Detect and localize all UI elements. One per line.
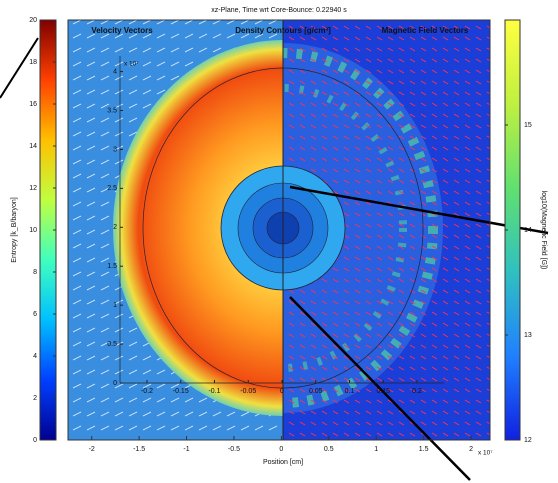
- chart-title: xz-Plane, Time wrt Core-Bounce: 0.22940 …: [211, 7, 347, 14]
- colorbar-tick-label: 20: [29, 17, 37, 24]
- inset-y-tick-label: 2: [113, 224, 117, 231]
- annotation: x 10⁷: [478, 450, 493, 457]
- inset-y-tick-label: 3.5: [107, 107, 117, 114]
- colorbar-tick-label: 18: [29, 59, 37, 66]
- colorbar-tick-label: 14: [524, 227, 532, 234]
- simulation-image: [0, 20, 548, 480]
- inset-x-tick-label: -0.2: [141, 388, 153, 395]
- x-tick-label: -0.5: [228, 446, 240, 453]
- inset-y-tick-label: 0: [113, 380, 117, 387]
- x-tick-label: 1: [374, 446, 378, 453]
- colorbar-tick-label: 6: [33, 311, 37, 318]
- figure: xz-Plane, Time wrt Core-Bounce: 0.22940 …: [0, 0, 558, 483]
- annotation: Density Contours [g/cm³]: [235, 26, 331, 35]
- x-axis-label: Position [cm]: [263, 459, 303, 466]
- colorbar-tick-label: 10: [29, 227, 37, 234]
- colorbar-tick-label: 4: [33, 353, 37, 360]
- colorbar-label: Entropy [k_B/baryon]: [11, 197, 18, 262]
- inset-y-tick-label: 0.5: [107, 341, 117, 348]
- inset-x-tick-label: -0.1: [208, 388, 220, 395]
- x-tick-label: -1.5: [133, 446, 145, 453]
- colorbar-tick-label: 12: [524, 437, 532, 444]
- inset-x-tick-label: 0: [280, 388, 284, 395]
- inset-x-tick-label: 0.1: [345, 388, 355, 395]
- annotation: Velocity Vectors: [91, 26, 153, 35]
- inset-x-tick-label: 0.15: [376, 388, 390, 395]
- inset-y-tick-label: 1: [113, 302, 117, 309]
- colorbar-tick-label: 8: [33, 269, 37, 276]
- inset-x-tick-label: 0.05: [309, 388, 323, 395]
- inset-y-tick-label: 4: [113, 68, 117, 75]
- colorbar-label: log10(Magnetic Field [G]): [540, 191, 547, 270]
- colorbar-tick-label: 16: [29, 101, 37, 108]
- inset-y-tick-label: 3: [113, 146, 117, 153]
- x-tick-label: -2: [89, 446, 95, 453]
- x-tick-label: 2: [469, 446, 473, 453]
- inset-annotation: x 10⁷: [124, 61, 139, 68]
- inset-x-tick-label: -0.15: [173, 388, 189, 395]
- inset-y-tick-label: 2.5: [107, 185, 117, 192]
- x-tick-label: -1: [183, 446, 189, 453]
- x-tick-label: 1.5: [419, 446, 429, 453]
- annotation: Magnetic Field Vectors: [382, 26, 469, 35]
- colorbar-tick-label: 15: [524, 122, 532, 129]
- colorbar-tick-label: 12: [29, 185, 37, 192]
- colorbar-tick-label: 2: [33, 395, 37, 402]
- inset-x-tick-label: 0.2: [412, 388, 422, 395]
- inset-x-tick-label: -0.05: [240, 388, 256, 395]
- colorbar-tick-label: 0: [33, 437, 37, 444]
- colorbar-tick-label: 13: [524, 332, 532, 339]
- inset-y-tick-label: 1.5: [107, 263, 117, 270]
- x-tick-label: 0: [279, 446, 283, 453]
- x-tick-label: 0.5: [324, 446, 334, 453]
- colorbar-tick-label: 14: [29, 143, 37, 150]
